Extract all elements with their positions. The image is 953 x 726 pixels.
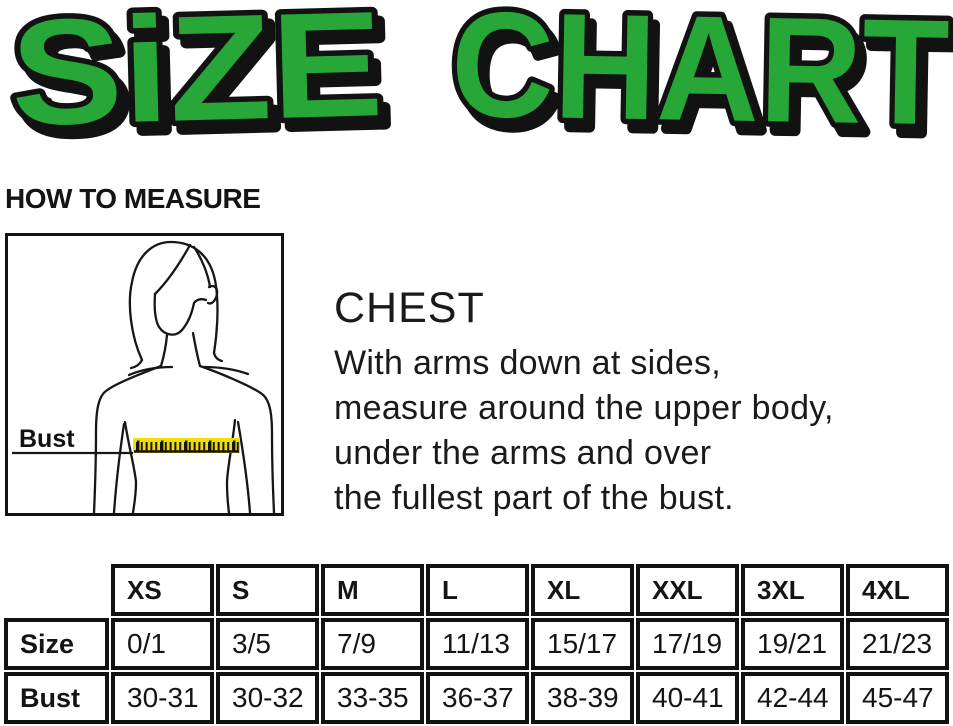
- title-word-chart-shadow: CHART: [457, 0, 953, 155]
- size-value-cell: 3/5: [216, 618, 319, 670]
- bust-value-cell: 45-47: [846, 672, 949, 724]
- size-column-header: XL: [531, 564, 634, 616]
- body-outline-illustration: Bust: [12, 240, 276, 513]
- size-row-label: Size: [4, 618, 109, 670]
- bust-row: Bust 30-31 30-32 33-35 36-37 38-39 40-41…: [4, 672, 949, 724]
- neck-left-path: [159, 333, 169, 368]
- title-word-size-shadow: SiZE: [16, 0, 392, 155]
- size-value-cell: 19/21: [741, 618, 844, 670]
- chest-instructions: CHEST With arms down at sides, measure a…: [334, 284, 949, 521]
- how-to-measure-heading: HOW TO MEASURE: [5, 183, 261, 214]
- size-value-cell: 15/17: [531, 618, 634, 670]
- size-column-header: XS: [111, 564, 214, 616]
- tape-tick-marks: [134, 440, 239, 453]
- torso-right-path: [225, 418, 237, 513]
- size-row: Size 0/1 3/5 7/9 11/13 15/17 17/19 19/21…: [4, 618, 949, 670]
- hair-right-tip-path: [212, 351, 224, 363]
- right-arm-inner-path: [236, 420, 252, 513]
- size-column-header: M: [321, 564, 424, 616]
- collar-right-path: [202, 365, 250, 376]
- title-word-chart: CHART: [450, 0, 951, 155]
- bust-value-cell: 40-41: [636, 672, 739, 724]
- bust-value-cell: 33-35: [321, 672, 424, 724]
- chest-heading: CHEST: [334, 284, 485, 332]
- size-value-cell: 21/23: [846, 618, 949, 670]
- size-value-cell: 17/19: [636, 618, 739, 670]
- hair-part-path: [192, 245, 212, 289]
- size-value-cell: 0/1: [111, 618, 214, 670]
- bust-label: Bust: [19, 425, 75, 453]
- bust-row-label: Bust: [4, 672, 109, 724]
- left-arm-inner-path: [112, 422, 126, 513]
- header-blank-cell: [4, 564, 109, 616]
- size-column-header: S: [216, 564, 319, 616]
- size-value-cell: 7/9: [321, 618, 424, 670]
- title-word-size: SiZE: [9, 0, 385, 155]
- size-column-header: 4XL: [846, 564, 949, 616]
- measurement-figure-box: Bust: [5, 233, 284, 516]
- size-chart-title: SiZE SiZE CHART CHART: [3, 0, 953, 155]
- chest-instruction-line-3: under the arms and over: [334, 434, 712, 472]
- hair-left-tip-path: [129, 358, 144, 370]
- size-value-cell: 11/13: [426, 618, 529, 670]
- neck-right-path: [191, 331, 202, 368]
- size-chart-table: XS S M L XL XXL 3XL 4XL Size 0/1 3/5 7/9…: [2, 562, 951, 726]
- bust-value-cell: 38-39: [531, 672, 634, 724]
- ear-path: [206, 284, 219, 305]
- size-table-header-row: XS S M L XL XXL 3XL 4XL: [4, 564, 949, 616]
- right-arm-outer-path: [198, 364, 276, 513]
- face-path: [153, 292, 208, 336]
- hair-bang-path: [153, 243, 192, 296]
- bust-value-cell: 36-37: [426, 672, 529, 724]
- hair-outline-path: [128, 240, 219, 362]
- bust-value-cell: 30-32: [216, 672, 319, 724]
- left-arm-outer-path: [92, 364, 163, 513]
- bust-value-cell: 30-31: [111, 672, 214, 724]
- size-column-header: 3XL: [741, 564, 844, 616]
- size-column-header: L: [426, 564, 529, 616]
- bust-value-cell: 42-44: [741, 672, 844, 724]
- chest-instruction-line-4: the fullest part of the bust.: [334, 479, 734, 517]
- size-column-header: XXL: [636, 564, 739, 616]
- chest-instruction-line-2: measure around the upper body,: [334, 389, 834, 427]
- collar-left-path: [127, 365, 174, 377]
- torso-left-path: [123, 420, 138, 513]
- chest-instruction-line-1: With arms down at sides,: [334, 344, 721, 382]
- woman-outline: [92, 240, 276, 513]
